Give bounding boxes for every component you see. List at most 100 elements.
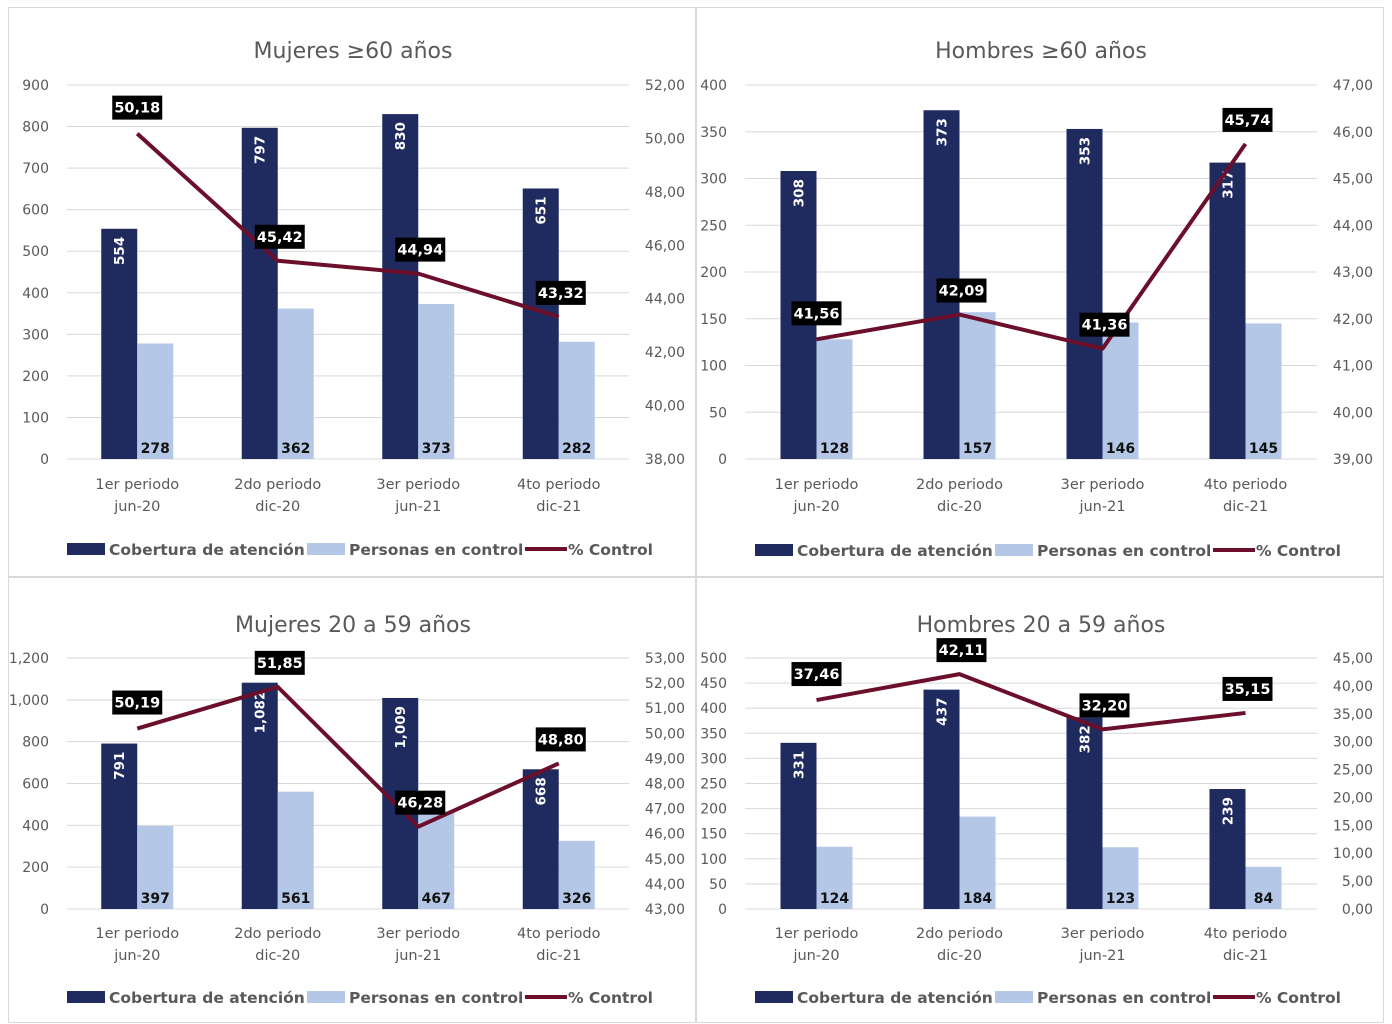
bar-personas-label: 373 — [422, 441, 451, 457]
bar-personas-label: 278 — [141, 441, 170, 457]
bar-cobertura-label: 373 — [935, 118, 951, 146]
bar-personas — [277, 308, 314, 459]
y-tick-label: 200 — [700, 802, 727, 818]
bar-personas-label: 84 — [1254, 891, 1274, 907]
bar-personas — [1245, 866, 1282, 909]
control-label-box — [1079, 693, 1130, 718]
y2-tick-label: 43,00 — [645, 902, 685, 918]
chart-title: Hombres ≥60 años — [935, 39, 1147, 64]
chart-mujeres-60: Mujeres ≥60 años 0 100 200 300 400 500 600 700 80… — [22, 39, 685, 559]
bar-cobertura — [241, 127, 278, 460]
y2-tick-label: 52,00 — [645, 78, 685, 94]
y-tick-label: 0 — [718, 452, 727, 468]
y-tick-label: 800 — [22, 735, 49, 751]
control-label-box — [535, 727, 586, 752]
legend-swatch-personas — [995, 991, 1033, 1003]
y-tick-label: 100 — [700, 359, 727, 375]
control-label-box — [254, 224, 305, 249]
category-label: 3er periodo — [1061, 926, 1145, 942]
chart-mujeres-20-59: Mujeres 20 a 59 años 0 200 400 600 800 1,000 1,… — [9, 613, 685, 1007]
y-tick-label: 700 — [22, 161, 49, 177]
control-label: 43,32 — [538, 286, 584, 302]
control-label-box — [1222, 107, 1273, 132]
y2-tick-label: 40,00 — [1333, 405, 1373, 421]
legend-swatch-personas — [307, 543, 345, 555]
category-label: 4to periodo — [1204, 477, 1288, 493]
y2-tick-label: 48,00 — [645, 185, 685, 201]
category-sublabel: dic-21 — [1223, 948, 1268, 964]
bar-cobertura-label: 353 — [1078, 137, 1094, 165]
y2-tick-label: 46,00 — [645, 238, 685, 254]
y-tick-label: 800 — [22, 120, 49, 136]
bar-personas — [558, 341, 595, 459]
y-tick-label: 100 — [700, 852, 727, 868]
legend-label-control: % Control — [568, 989, 653, 1007]
bar-cobertura — [101, 228, 138, 459]
y-tick-label: 350 — [700, 125, 727, 141]
chart-title: Hombres 20 a 59 años — [917, 613, 1166, 638]
bar-cobertura-label: 382 — [1078, 725, 1094, 753]
chart-panel-hombres-60: Hombres ≥60 años 0 50 100 150 200 250 300 350 400… — [696, 7, 1384, 577]
y2-tick-label: 50,00 — [645, 131, 685, 147]
control-label: 51,85 — [257, 656, 303, 672]
y-tick-label: 900 — [22, 78, 49, 94]
bar-personas — [418, 811, 455, 909]
legend-label-cobertura: Cobertura de atención — [109, 989, 305, 1007]
bar-cobertura-label: 1,082 — [253, 691, 269, 734]
y-tick-label: 200 — [22, 369, 49, 385]
bar-personas-label: 146 — [1106, 441, 1135, 457]
bar-cobertura-label: 239 — [1221, 797, 1237, 825]
y-tick-label: 0 — [40, 902, 49, 918]
y-tick-label: 450 — [700, 676, 727, 692]
chart-panel-hombres-20-59: Hombres 20 a 59 años 0 50 100 150 200 250 300 35… — [696, 577, 1384, 1023]
bar-personas-label: 145 — [1249, 441, 1278, 457]
control-label-box — [112, 690, 163, 715]
control-label: 41,36 — [1082, 318, 1128, 334]
legend-label-cobertura: Cobertura de atención — [797, 542, 993, 560]
control-label-box — [936, 278, 987, 303]
bar-personas — [558, 840, 595, 909]
y2-tick-label: 44,00 — [645, 877, 685, 893]
y2-tick-label: 20,00 — [1333, 790, 1373, 806]
bar-cobertura-label: 797 — [253, 136, 269, 164]
y-tick-label: 50 — [709, 877, 727, 893]
y2-tick-label: 39,00 — [1333, 452, 1373, 468]
bar-personas-label: 123 — [1106, 891, 1135, 907]
y-tick-label: 500 — [700, 651, 727, 667]
category-sublabel: dic-21 — [1223, 499, 1268, 515]
control-label-box — [936, 638, 987, 663]
y2-tick-label: 42,00 — [1333, 312, 1373, 328]
bar-personas — [959, 816, 996, 909]
y2-tick-label: 46,00 — [645, 827, 685, 843]
bar-cobertura — [241, 682, 278, 909]
y-tick-label: 200 — [700, 265, 727, 281]
y-tick-label: 150 — [700, 827, 727, 843]
chart-hombres-60: Hombres ≥60 años 0 50 100 150 200 250 300 350 400… — [700, 39, 1373, 560]
y2-tick-label: 44,00 — [645, 292, 685, 308]
chart-title: Mujeres ≥60 años — [254, 39, 453, 64]
bar-cobertura-label: 1,009 — [393, 706, 409, 749]
control-label: 50,18 — [114, 101, 160, 117]
legend-label-control: % Control — [568, 541, 653, 559]
control-label-box — [535, 280, 586, 305]
control-label-box — [395, 237, 446, 262]
legend-swatch-personas — [307, 991, 345, 1003]
legend-swatch-cobertura — [755, 991, 793, 1003]
chart-title: Mujeres 20 a 59 años — [235, 613, 471, 638]
control-label: 46,28 — [397, 796, 443, 812]
y-tick-label: 0 — [40, 452, 49, 468]
bar-cobertura — [923, 689, 960, 909]
bar-personas-label: 561 — [281, 891, 310, 907]
bar-cobertura — [522, 188, 559, 459]
bar-personas — [1102, 847, 1139, 909]
control-label-box — [112, 95, 163, 120]
bar-cobertura — [1066, 128, 1103, 459]
bar-personas — [816, 339, 853, 459]
bar-cobertura-label: 668 — [534, 777, 550, 805]
category-label: 1er periodo — [95, 926, 179, 942]
control-label: 42,09 — [939, 284, 985, 300]
category-sublabel: dic-20 — [937, 948, 982, 964]
bar-personas-label: 397 — [141, 891, 170, 907]
category-label: 3er periodo — [1061, 477, 1145, 493]
category-label: 2do periodo — [916, 926, 1003, 942]
